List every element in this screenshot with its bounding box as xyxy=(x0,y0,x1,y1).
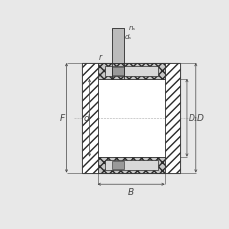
Bar xyxy=(82,64,97,173)
Bar xyxy=(104,67,157,76)
Text: dₛ: dₛ xyxy=(124,34,131,40)
Bar xyxy=(97,157,164,173)
Text: F: F xyxy=(59,114,64,123)
Bar xyxy=(104,160,157,170)
Bar xyxy=(164,64,179,173)
Text: D: D xyxy=(196,114,203,123)
Text: d: d xyxy=(83,114,88,123)
Bar xyxy=(82,64,179,173)
Bar xyxy=(111,29,123,64)
Bar xyxy=(97,64,164,79)
Bar xyxy=(111,161,123,169)
Bar xyxy=(111,68,123,75)
Text: r: r xyxy=(98,53,101,62)
Text: D₁: D₁ xyxy=(188,114,197,123)
Text: nₛ: nₛ xyxy=(128,25,135,31)
Text: B: B xyxy=(128,187,134,196)
